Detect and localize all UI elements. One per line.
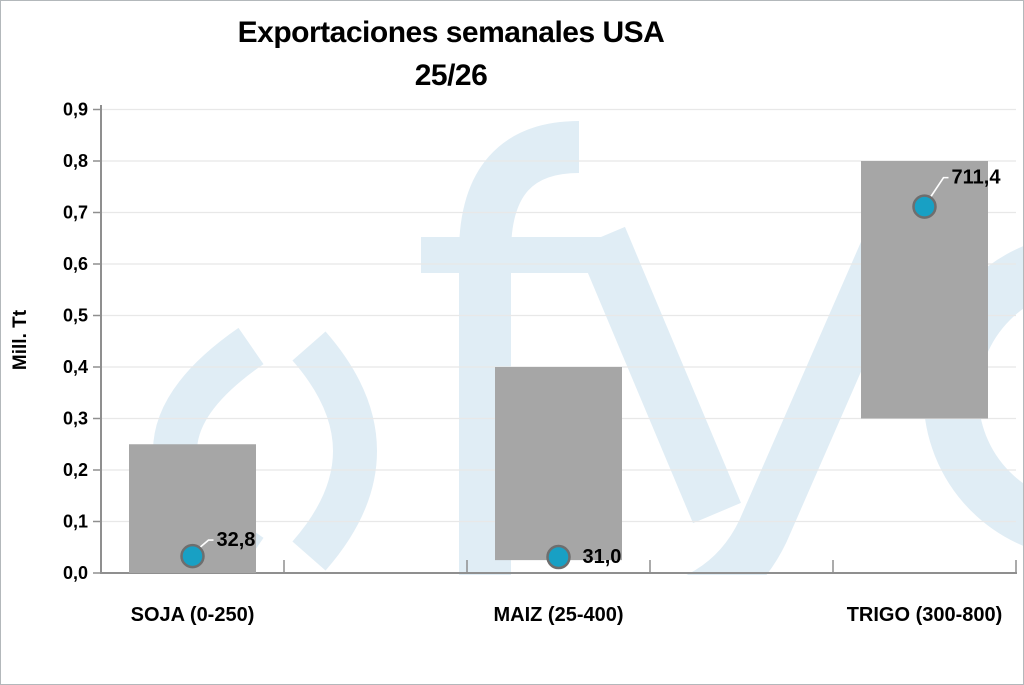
watermark-letter-y-left — [577, 226, 741, 524]
point-marker-maiz — [546, 544, 571, 570]
watermark-right-paren — [292, 331, 377, 571]
point-label-maiz: 31,0 — [583, 546, 622, 568]
point-marker-trigo — [912, 194, 937, 219]
point-marker-soja — [180, 543, 205, 569]
watermark-letter-y-right — [686, 218, 919, 575]
category-label-soja: SOJA (0-250) — [131, 604, 255, 626]
y-tick-label: 0,8 — [63, 151, 88, 171]
y-tick-label: 0,6 — [63, 254, 88, 274]
leader-line-trigo — [926, 176, 949, 203]
point-label-trigo: 711,4 — [952, 167, 1002, 189]
y-tick-label: 0,7 — [63, 203, 88, 223]
y-tick-label: 0,9 — [63, 100, 88, 120]
y-tick-label: 0,5 — [63, 306, 88, 326]
category-label-maiz: MAIZ (25-400) — [493, 604, 623, 626]
y-tick-label: 0,0 — [63, 563, 88, 583]
y-tick-label: 0,1 — [63, 512, 88, 532]
y-tick-label: 0,2 — [63, 460, 88, 480]
range-bar-maiz — [495, 367, 622, 561]
category-label-trigo: TRIGO (300-800) — [847, 604, 1003, 626]
chart-subtitle: 25/26 — [414, 59, 488, 92]
y-tick-label: 0,3 — [63, 409, 88, 429]
y-tick-label: 0,4 — [63, 357, 88, 377]
y-axis-title: Mill. Tt — [10, 309, 31, 371]
chart-title: Exportaciones semanales USA — [237, 16, 665, 49]
point-label-soja: 32,8 — [217, 529, 256, 551]
